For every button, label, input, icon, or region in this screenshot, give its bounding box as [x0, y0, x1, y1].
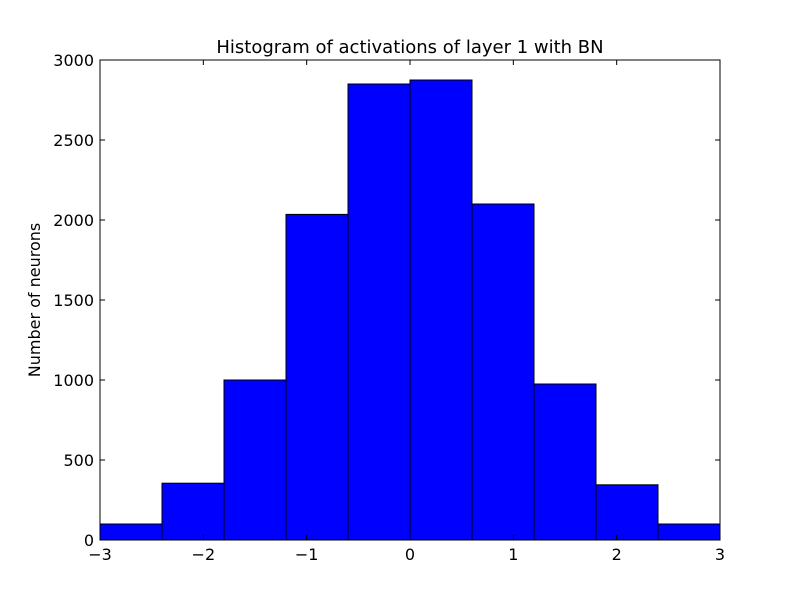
histogram-bar-6 [471, 203, 535, 541]
y-tick-label-1: 500 [63, 451, 94, 470]
x-tick-label-0: −3 [88, 545, 112, 564]
y-tick-label-3: 1500 [53, 291, 94, 310]
y-tick-label-5: 2500 [53, 131, 94, 150]
histogram-bar-2 [223, 379, 287, 541]
y-tick-label-0: 0 [84, 531, 94, 550]
x-tick-label-5: 2 [612, 545, 622, 564]
y-axis-label: Number of neurons [25, 223, 44, 377]
y-tick-label-2: 1000 [53, 371, 94, 390]
histogram-bar-7 [533, 383, 597, 541]
histogram-bar-5 [409, 79, 473, 541]
y-tick-label-6: 3000 [53, 51, 94, 70]
x-tick-label-1: −2 [192, 545, 216, 564]
histogram-bar-8 [595, 484, 659, 541]
histogram-bar-3 [285, 213, 349, 541]
x-tick-label-4: 1 [508, 545, 518, 564]
histogram-bar-1 [161, 482, 225, 541]
bars-layer [99, 79, 721, 541]
histogram-bar-9 [657, 523, 721, 541]
x-tick-label-2: −1 [295, 545, 319, 564]
ticks-layer: −3 −2 −1 0 1 2 3 0 500 1000 1500 2000 2500 3000 [53, 51, 725, 564]
x-tick-label-6: 3 [715, 545, 725, 564]
histogram-bar-4 [347, 83, 411, 541]
histogram-bar-0 [99, 523, 163, 541]
x-tick-label-3: 0 [405, 545, 415, 564]
chart-title: Histogram of activations of layer 1 with… [216, 37, 603, 58]
y-tick-label-4: 2000 [53, 211, 94, 230]
